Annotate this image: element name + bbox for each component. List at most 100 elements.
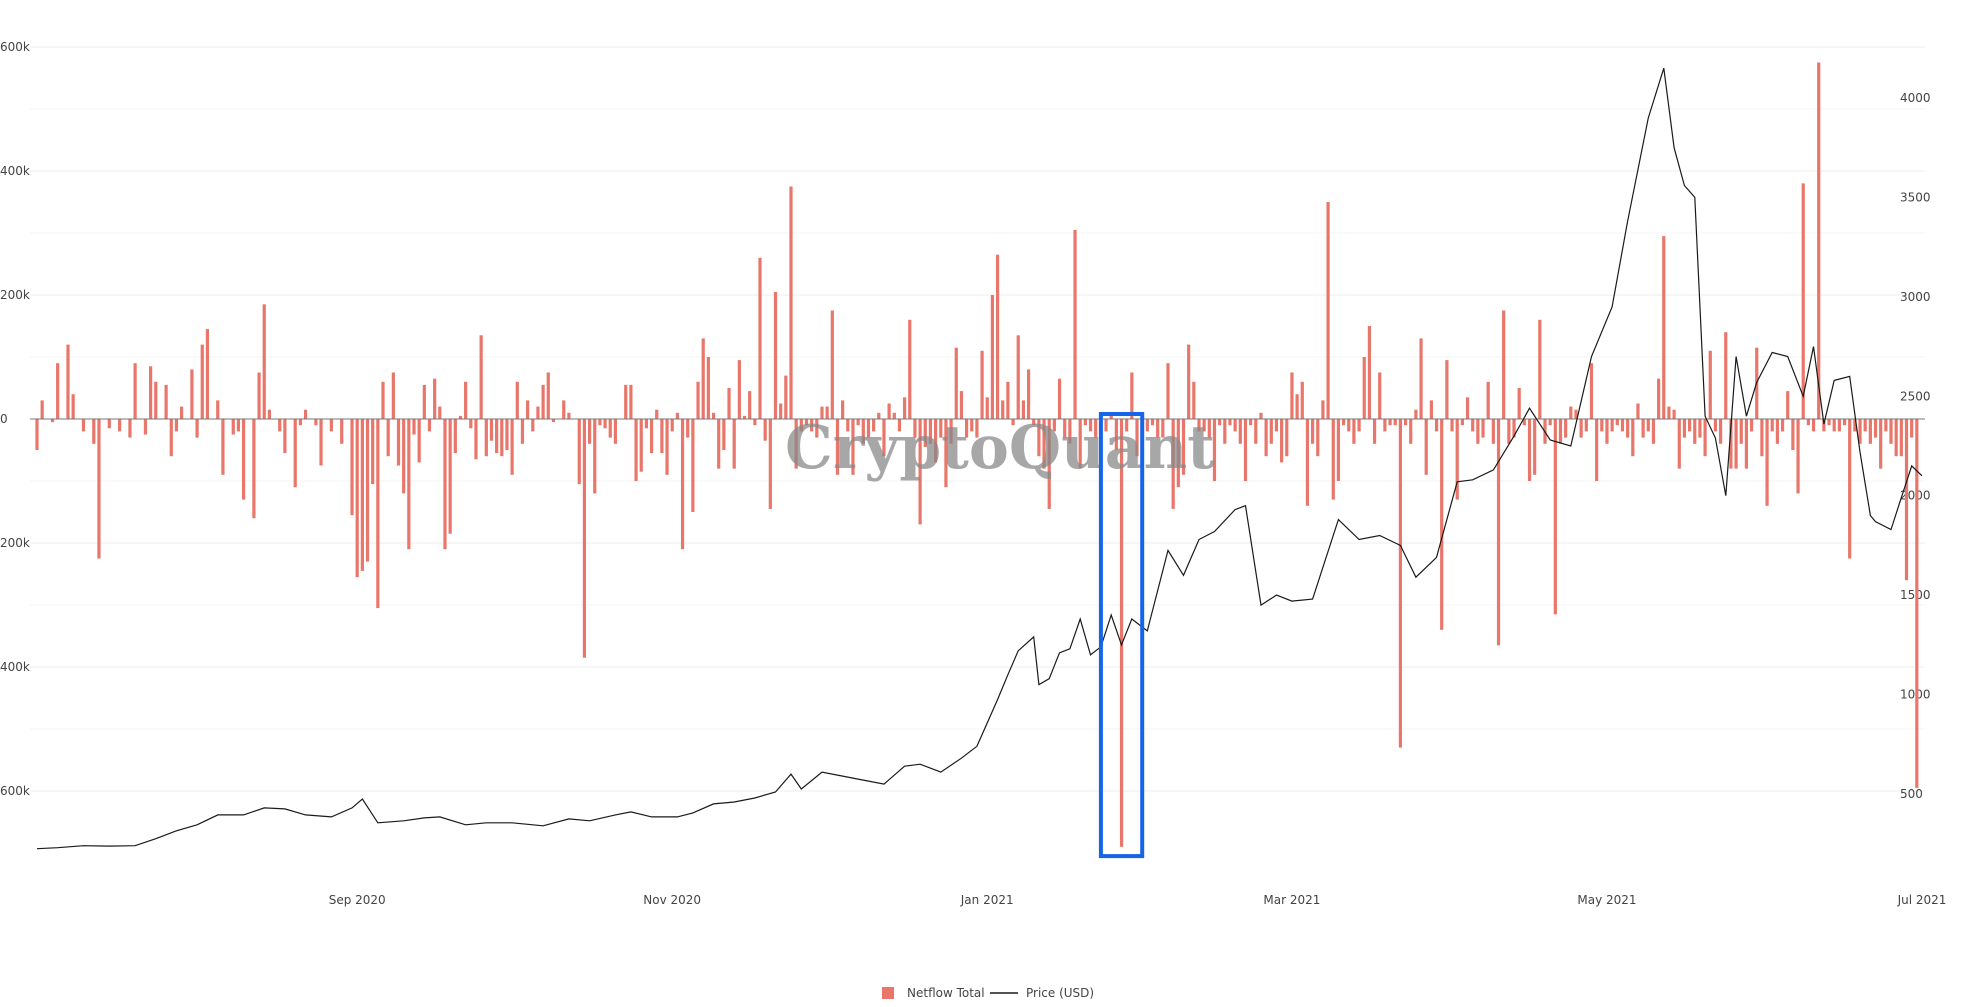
netflow-bar	[479, 335, 483, 419]
netflow-bar	[1682, 419, 1687, 438]
netflow-bar	[1698, 419, 1702, 438]
netflow-bar	[1434, 419, 1439, 432]
netflow-bar	[1032, 419, 1036, 426]
netflow-bar	[164, 384, 168, 419]
netflow-bar	[944, 419, 948, 488]
netflow-bar	[81, 419, 86, 432]
netflow-bar	[1238, 419, 1242, 444]
netflow-bar	[696, 381, 700, 419]
netflow-bar	[1114, 419, 1118, 450]
netflow-bar	[1290, 372, 1294, 419]
netflow-bar	[293, 419, 297, 488]
gridlines	[30, 46, 1925, 792]
netflow-bar	[1052, 419, 1056, 432]
netflow-bar	[794, 419, 798, 469]
netflow-bar	[1316, 419, 1320, 457]
netflow-bar	[1187, 344, 1191, 419]
netflow-bar	[1171, 419, 1175, 509]
netflow-bar	[608, 419, 612, 438]
netflow-bar	[872, 419, 876, 432]
netflow-bar	[799, 419, 803, 432]
netflow-bar	[422, 384, 426, 419]
netflow-bar	[959, 391, 964, 419]
netflow-bar	[190, 369, 194, 419]
netflow-bar	[1424, 419, 1428, 475]
netflow-bar	[1135, 419, 1139, 457]
netflow-bar	[980, 350, 984, 419]
right-tick-label: 3000	[1900, 290, 1931, 304]
netflow-bar	[727, 388, 731, 419]
netflow-bar	[1739, 419, 1743, 444]
netflow-bar	[1274, 419, 1279, 432]
netflow-bar	[1842, 419, 1847, 426]
netflow-bar	[1879, 419, 1883, 469]
netflow-bar	[154, 381, 158, 419]
netflow-bar	[1367, 326, 1372, 419]
netflow-bar	[1884, 419, 1888, 432]
netflow-bar	[675, 412, 679, 419]
netflow-bar	[402, 419, 406, 494]
netflow-bar	[1166, 363, 1170, 419]
right-tick-label: 4000	[1900, 91, 1931, 105]
netflow-bar	[50, 419, 55, 423]
netflow-bar	[396, 419, 401, 466]
netflow-bar	[613, 419, 618, 444]
netflow-bar	[1904, 419, 1909, 581]
netflow-bar	[526, 400, 530, 419]
netflow-bar	[195, 419, 199, 438]
netflow-bar	[1780, 419, 1785, 432]
netflow-bar	[412, 419, 416, 435]
netflow-bar	[918, 419, 922, 525]
netflow-bar	[278, 419, 282, 432]
netflow-bar	[1378, 372, 1382, 419]
netflow-bar	[541, 384, 545, 419]
netflow-bar	[1811, 419, 1816, 432]
netflow-bar	[1708, 350, 1712, 419]
netflow-bar	[1517, 388, 1521, 419]
netflow-bar	[1465, 397, 1470, 419]
netflow-bar	[391, 372, 395, 419]
watermark-text: CryptoQuant	[785, 413, 1215, 483]
netflow-bar	[1662, 236, 1666, 419]
netflow-bar	[995, 254, 1000, 419]
netflow-bar	[810, 419, 814, 432]
netflow-bar	[360, 419, 364, 571]
netflow-bar	[784, 375, 788, 419]
netflow-bar	[639, 419, 643, 472]
netflow-bar	[773, 291, 778, 419]
netflow-bar	[1703, 419, 1707, 457]
netflow-bar	[1626, 419, 1630, 438]
netflow-bar	[985, 397, 989, 419]
x-tick-label: Jan 2021	[960, 893, 1014, 907]
netflow-bar	[1192, 381, 1196, 419]
netflow-bar	[314, 419, 318, 426]
x-tick-label: Jul 2021	[1897, 893, 1947, 907]
netflow-bar	[1677, 419, 1681, 469]
netflow-bar	[1610, 419, 1614, 432]
legend-netflow-swatch	[882, 987, 894, 999]
netflow-bar	[1223, 419, 1227, 444]
netflow-bar	[835, 419, 840, 475]
netflow-bar	[510, 419, 514, 475]
netflow-bar	[686, 419, 690, 438]
netflow-bar	[1502, 310, 1506, 419]
netflow-bar	[846, 419, 850, 432]
netflow-bar	[1295, 394, 1299, 419]
netflow-bar	[1533, 419, 1537, 475]
right-tick-label: 3500	[1900, 190, 1931, 204]
netflow-bar	[908, 319, 912, 419]
netflow-bar	[200, 344, 204, 419]
netflow-bar	[1068, 419, 1072, 444]
netflow-bar	[830, 310, 834, 419]
netflow-bar	[500, 419, 504, 457]
netflow-bar	[407, 419, 411, 550]
x-tick-label: Sep 2020	[329, 893, 386, 907]
netflow-bar	[92, 419, 96, 444]
netflow-bar	[1584, 419, 1588, 432]
netflow-bar	[1409, 419, 1413, 444]
netflow-bar	[939, 419, 943, 438]
netflow-bar	[1393, 419, 1397, 426]
netflow-bar	[1786, 391, 1790, 419]
x-tick-label: Mar 2021	[1263, 893, 1320, 907]
netflow-bar	[1269, 419, 1273, 444]
